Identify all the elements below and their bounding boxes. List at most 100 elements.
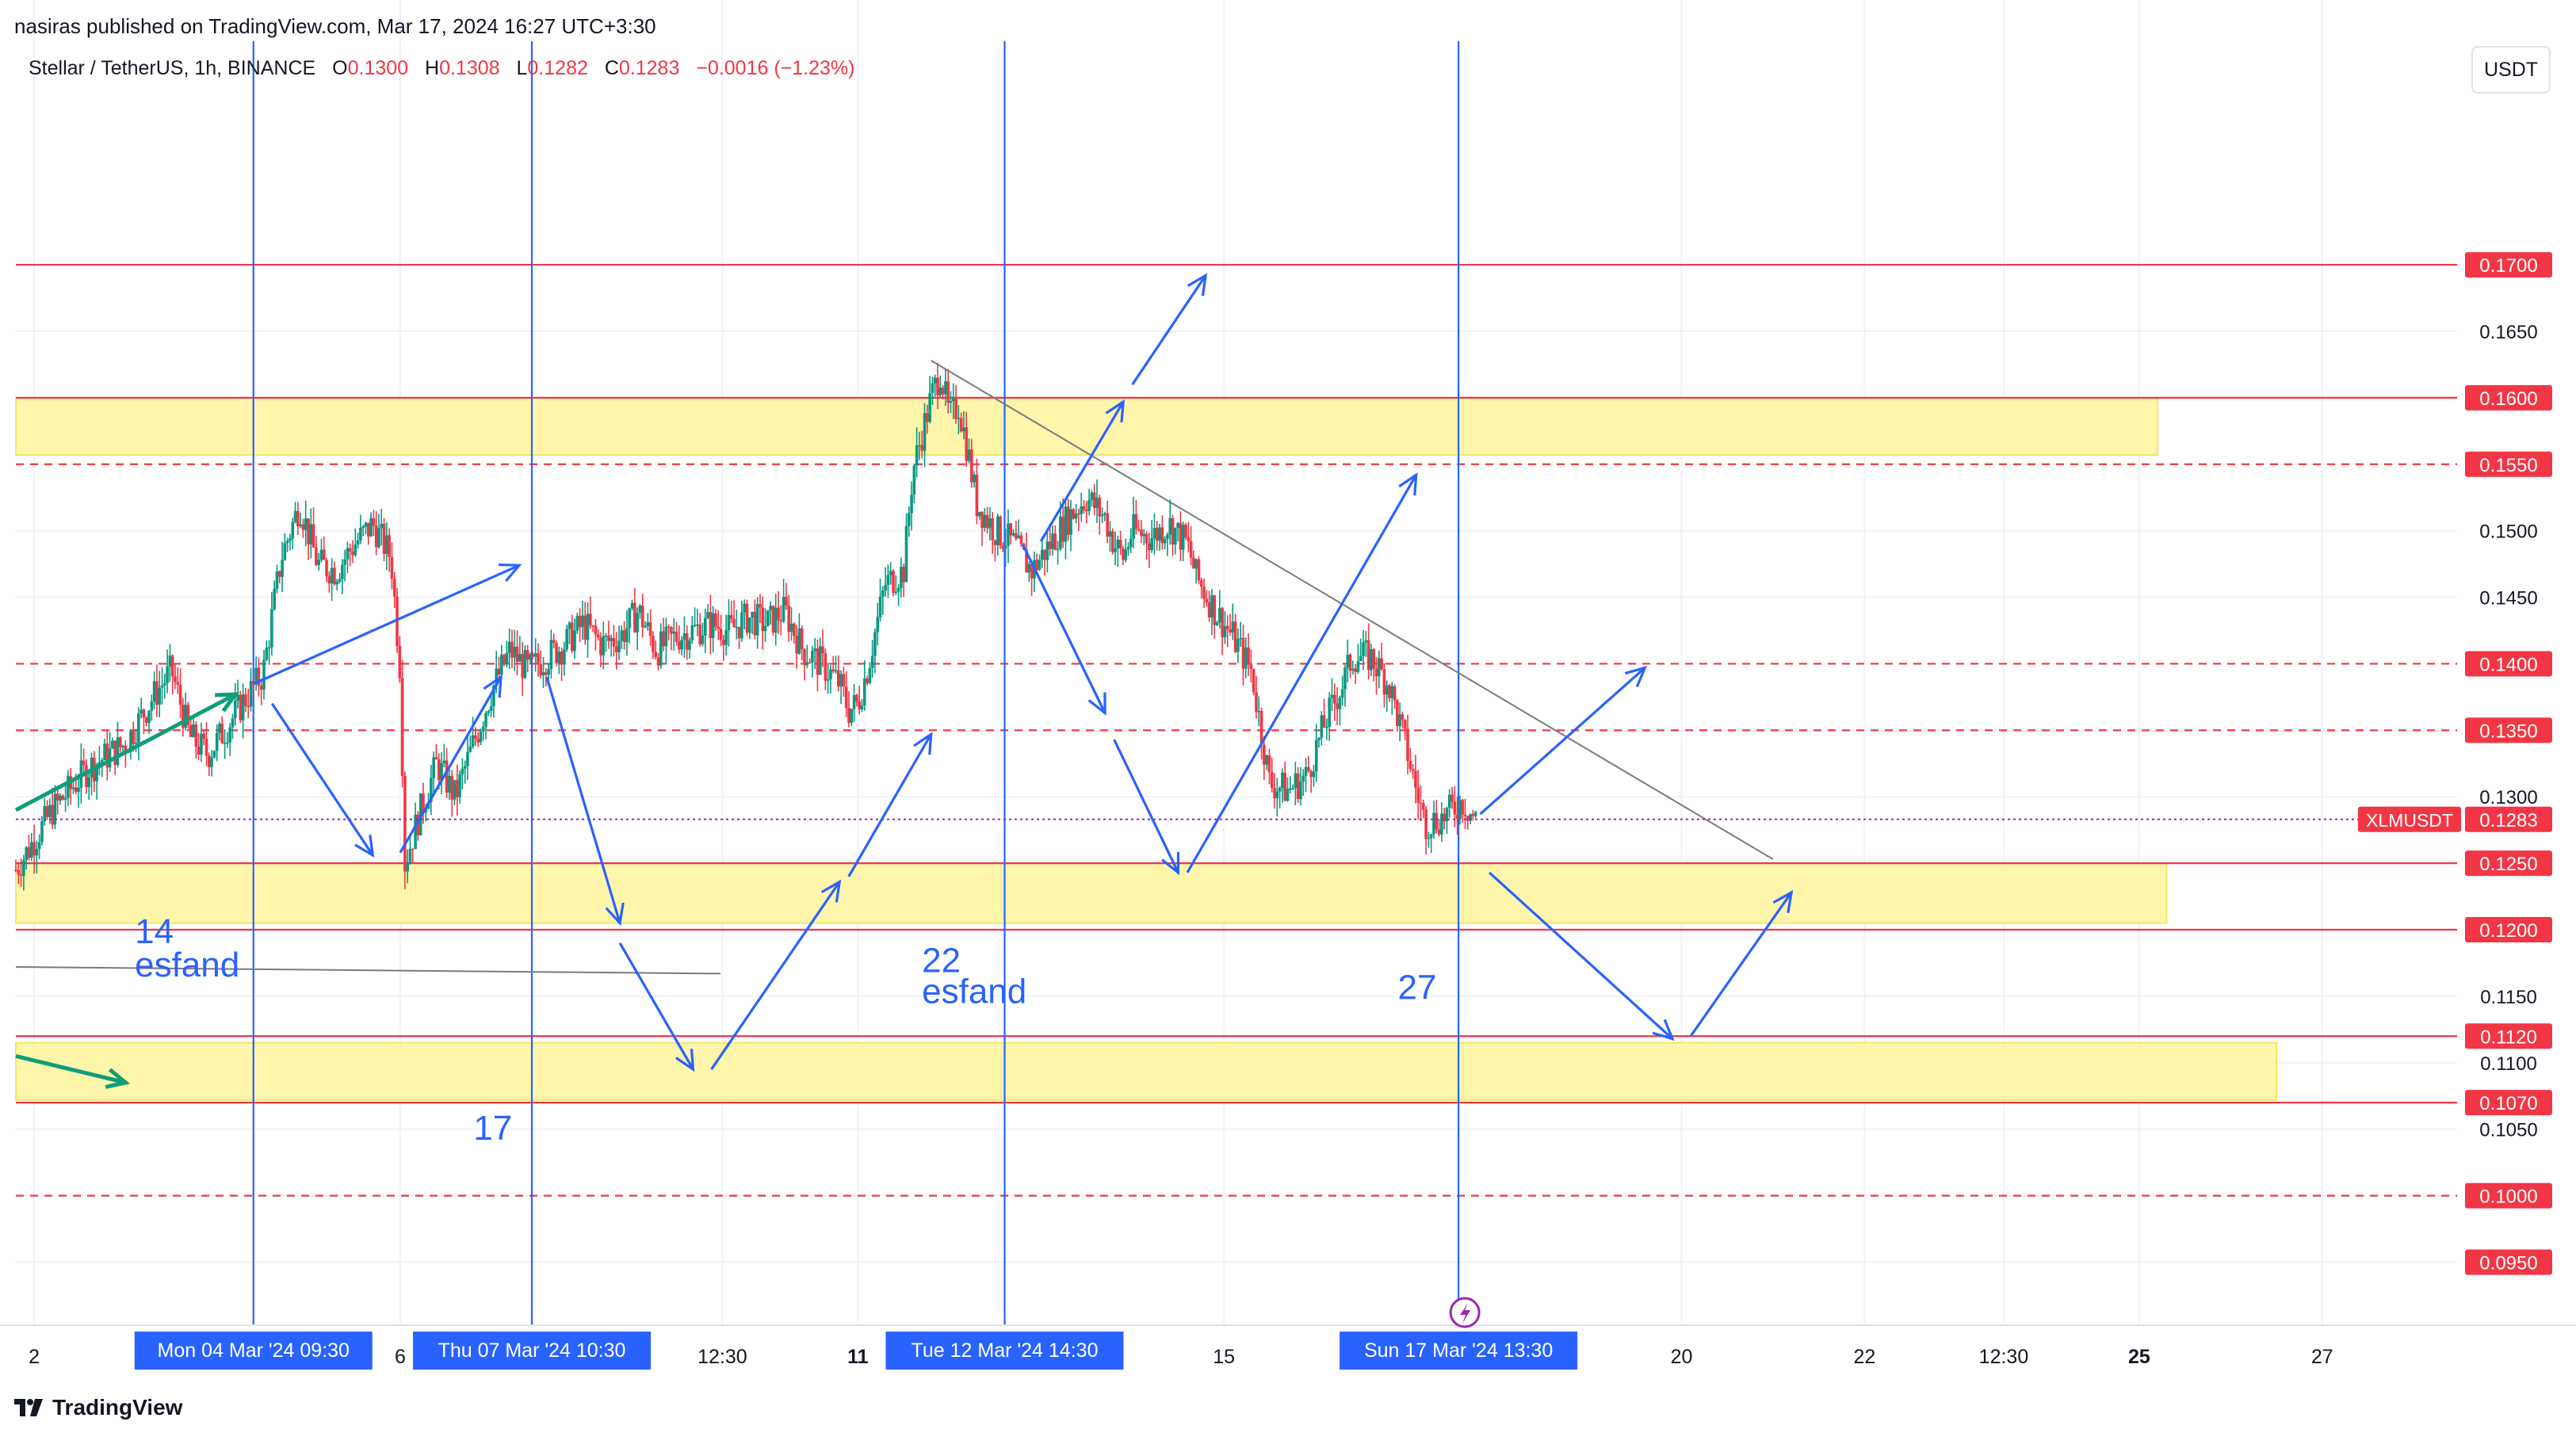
candle-body-374 <box>991 518 994 541</box>
price-label-bg-2 <box>2465 384 2552 411</box>
candle-body-29 <box>90 757 94 778</box>
candle-body-50 <box>144 717 148 723</box>
open-value: 0.1300 <box>347 57 409 79</box>
time-marker-bg-1 <box>413 1332 652 1370</box>
candle-body-458 <box>1210 595 1213 618</box>
candle-body-180 <box>484 713 487 727</box>
arrow-shaft-10 <box>1131 274 1207 385</box>
candle-body-46 <box>134 743 138 745</box>
candle-body-559 <box>1473 812 1477 816</box>
candle-body-338 <box>896 587 900 592</box>
candle-body-74 <box>208 755 211 767</box>
candle-body-179 <box>481 726 485 732</box>
candle-body-473 <box>1249 663 1253 669</box>
candle-body-115 <box>315 547 318 565</box>
candle-body-513 <box>1354 668 1357 672</box>
candle-body-412 <box>1090 492 1094 500</box>
price-tick-label-12: 0.1120 <box>2480 1026 2537 1048</box>
candle-body-7 <box>32 842 36 856</box>
candle-body-130 <box>354 544 357 556</box>
candle-body-496 <box>1309 770 1313 778</box>
candle-body-81 <box>226 742 229 744</box>
candle-body-352 <box>933 377 937 384</box>
arrow-head-11 <box>1087 692 1106 716</box>
candle-body-142 <box>385 535 388 554</box>
arrow-shaft-5 <box>545 676 621 924</box>
candle-body-504 <box>1330 694 1334 698</box>
candle-body-84 <box>233 701 237 719</box>
candle-body-431 <box>1140 529 1143 537</box>
candle-body-417 <box>1103 513 1106 515</box>
arrow-shaft-13 <box>1186 474 1418 873</box>
candle-body-317 <box>842 674 846 687</box>
candle-body-248 <box>662 631 665 647</box>
candle-body-161 <box>434 757 438 760</box>
candle-body-512 <box>1351 668 1355 671</box>
candle-body-105 <box>289 538 292 541</box>
currency-button[interactable]: USDT <box>2471 46 2551 94</box>
candle-body-445 <box>1176 522 1179 529</box>
arrow-shaft-15 <box>1488 871 1674 1040</box>
price-tick-label-6: 0.1400 <box>2479 654 2537 675</box>
candle-body-298 <box>793 623 796 636</box>
candle-body-519 <box>1370 649 1373 671</box>
candle-body-187 <box>503 655 506 664</box>
candle-body-288 <box>766 610 770 626</box>
candle-body-399 <box>1056 548 1060 551</box>
candle-body-474 <box>1252 668 1256 693</box>
candle-body-456 <box>1205 598 1209 603</box>
price-label-bg-10 <box>2465 917 2552 943</box>
candle-body-310 <box>824 653 827 681</box>
candle-body-178 <box>479 731 483 743</box>
arrow-head-6 <box>675 1049 695 1072</box>
candle-body-336 <box>892 571 895 593</box>
candle-body-505 <box>1332 694 1336 704</box>
candle-body-307 <box>816 648 820 675</box>
candle-body-52 <box>150 701 154 711</box>
candle-body-326 <box>866 678 869 683</box>
candle-body-515 <box>1359 655 1363 662</box>
candle-body-205 <box>549 640 553 669</box>
candle-body-200 <box>537 653 540 665</box>
candle-body-93 <box>257 667 261 686</box>
candle-body-384 <box>1017 535 1020 539</box>
candle-body-371 <box>983 514 987 528</box>
annotation-text-5: 17 <box>473 1109 512 1148</box>
candle-body-472 <box>1247 647 1250 664</box>
time-marker-bg-2 <box>885 1332 1124 1370</box>
candle-body-537 <box>1416 787 1420 803</box>
candle-body-114 <box>311 524 315 548</box>
candle-body-535 <box>1411 768 1415 771</box>
time-axis: 2 6 12:30 11 15 20 22 12:30 25 27 Mon 04 Mar '24 0… <box>0 1297 2576 1370</box>
candle-body-373 <box>988 518 992 529</box>
candle-body-6 <box>29 842 33 858</box>
candle-body-62 <box>176 682 180 685</box>
time-tick-label-1: 6 <box>395 1346 406 1368</box>
candle-body-480 <box>1267 755 1271 773</box>
candle-body-53 <box>152 681 156 702</box>
price-label-bg-17 <box>2465 1249 2552 1275</box>
candle-body-138 <box>374 525 378 548</box>
price-axis-bg <box>2457 0 2576 1355</box>
arrow-shaft-1 <box>15 1054 127 1085</box>
candle-body-27 <box>85 765 88 788</box>
candle-body-19 <box>63 797 67 800</box>
price-axis: 0.1700 0.1650 0.1600 0.1550 0.1500 0.1450 0.14… <box>2358 0 2576 1355</box>
candle-body-427 <box>1129 538 1133 548</box>
candle-body-8 <box>35 848 39 856</box>
candle-body-104 <box>285 541 289 544</box>
candle-body-24 <box>77 787 80 793</box>
candle-body-163 <box>440 762 443 781</box>
candle-body-309 <box>821 646 824 654</box>
candle-body-416 <box>1100 514 1104 517</box>
candle-body-322 <box>855 694 858 701</box>
candle-body-459 <box>1213 595 1217 625</box>
candle-body-529 <box>1396 700 1399 726</box>
candle-body-341 <box>904 525 908 583</box>
candle-body-462 <box>1221 608 1224 637</box>
candle-body-518 <box>1366 640 1370 671</box>
candle-body-406 <box>1074 513 1078 519</box>
tradingview-logo[interactable]: TradingView <box>14 1395 182 1420</box>
candle-body-219 <box>586 613 590 640</box>
